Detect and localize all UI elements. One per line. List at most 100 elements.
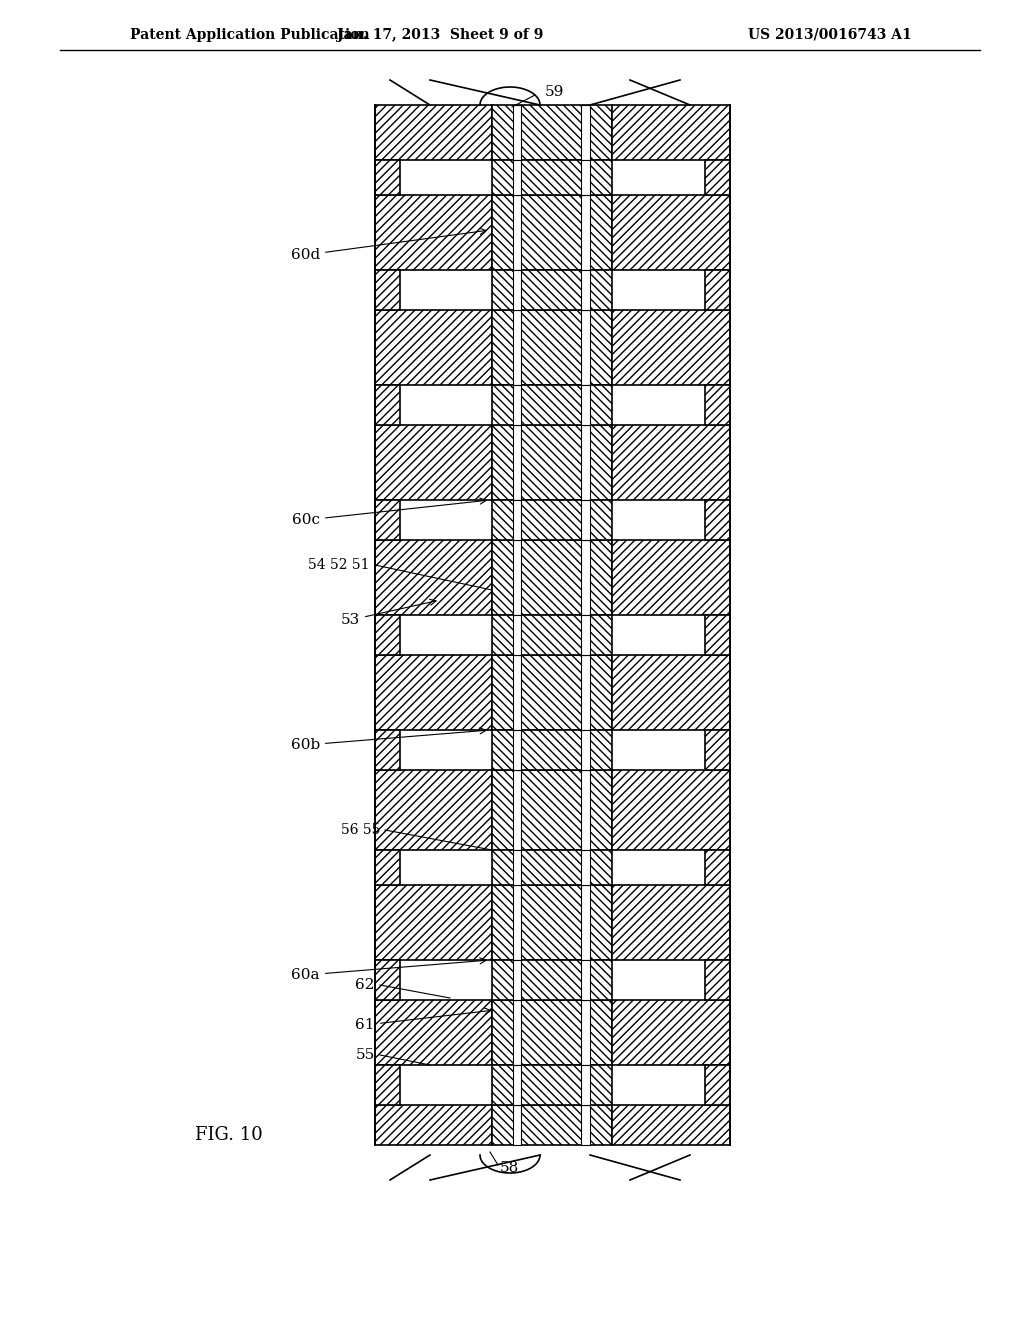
Bar [612,425,730,500]
Bar [375,1105,492,1144]
Text: 59: 59 [545,84,564,99]
Bar [513,271,521,310]
Bar [375,540,492,615]
Bar [492,160,612,195]
Bar [513,540,521,615]
Bar [513,960,521,1001]
Bar [581,540,590,615]
Bar [492,1001,612,1065]
Bar [492,850,612,884]
Text: 60d: 60d [291,228,486,261]
Bar [612,1105,730,1144]
Bar [492,770,612,850]
Bar [492,540,612,615]
Bar [612,884,730,960]
Text: 54 52 51: 54 52 51 [308,558,370,572]
Bar [375,615,400,655]
Bar [492,1065,612,1105]
Bar [375,425,492,500]
Bar [581,960,590,1001]
Text: 58: 58 [500,1162,519,1175]
Bar [513,615,521,655]
Bar [492,960,612,1001]
Bar [705,500,730,540]
Bar [581,770,590,850]
Bar [375,310,492,385]
Bar [492,615,612,655]
Bar [492,106,612,160]
Text: 53: 53 [341,599,436,627]
Bar [513,770,521,850]
Bar [513,310,521,385]
Bar [492,425,612,500]
Bar [581,1065,590,1105]
Bar [513,1001,521,1065]
Bar [705,730,730,770]
Text: 55: 55 [355,1048,375,1063]
Bar [375,271,400,310]
Bar [492,310,612,385]
Bar [581,1001,590,1065]
Bar [581,160,590,195]
Bar [513,160,521,195]
Bar [513,500,521,540]
Bar [513,1065,521,1105]
Bar [612,540,730,615]
Bar [375,884,492,960]
Bar [612,106,730,160]
Text: 61: 61 [355,1008,492,1032]
Bar [492,1105,612,1144]
Bar [705,271,730,310]
Bar [581,106,590,160]
Bar [375,655,492,730]
Bar [581,730,590,770]
Bar [513,385,521,425]
Bar [375,850,400,884]
Bar [375,106,492,160]
Bar [492,271,612,310]
Bar [705,615,730,655]
Bar [705,160,730,195]
Text: Patent Application Publication: Patent Application Publication [130,28,370,42]
Bar [581,655,590,730]
Bar [612,195,730,271]
Bar [492,655,612,730]
Bar [513,425,521,500]
Bar [513,884,521,960]
Bar [581,310,590,385]
Bar [581,500,590,540]
Bar [513,195,521,271]
Bar [492,884,612,960]
Text: FIG. 10: FIG. 10 [195,1126,263,1144]
Text: 60c: 60c [292,498,486,527]
Bar [513,850,521,884]
Bar [581,271,590,310]
Bar [492,385,612,425]
Bar [705,960,730,1001]
Bar [375,500,400,540]
Bar [513,1105,521,1144]
Bar [375,770,492,850]
Text: Jan. 17, 2013  Sheet 9 of 9: Jan. 17, 2013 Sheet 9 of 9 [337,28,543,42]
Bar [492,730,612,770]
Bar [581,615,590,655]
Bar [581,385,590,425]
Bar [492,195,612,271]
Bar [375,1001,492,1065]
Bar [581,884,590,960]
Text: 60b: 60b [291,727,486,752]
Bar [581,195,590,271]
Bar [581,850,590,884]
Bar [705,850,730,884]
Text: US 2013/0016743 A1: US 2013/0016743 A1 [749,28,912,42]
Bar [513,106,521,160]
Bar [705,385,730,425]
Bar [513,655,521,730]
Bar [375,160,400,195]
Bar [375,960,400,1001]
Bar [375,1065,400,1105]
Text: 62: 62 [355,978,375,993]
Bar [375,385,400,425]
Bar [513,730,521,770]
Bar [375,195,492,271]
